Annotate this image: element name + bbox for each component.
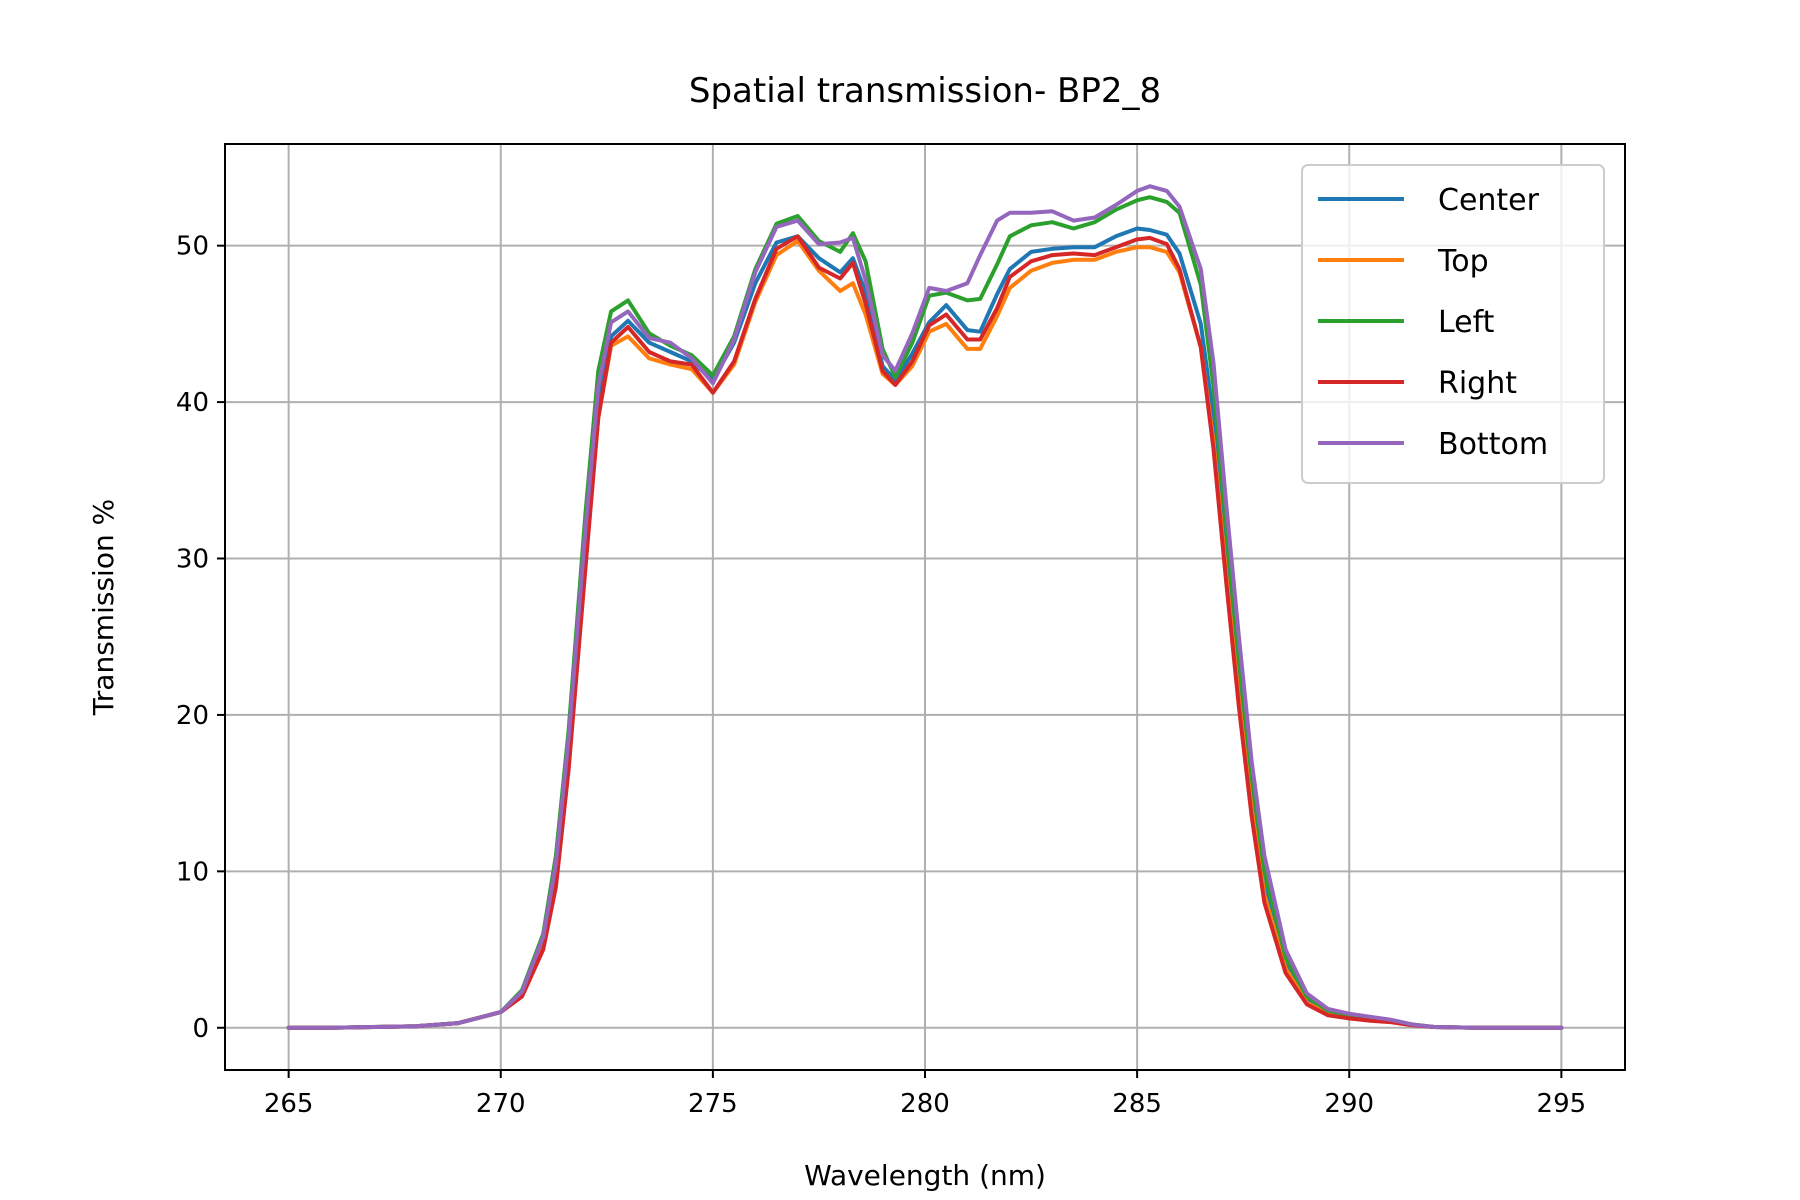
- x-tick-label: 275: [688, 1089, 738, 1119]
- x-tick-label: 295: [1537, 1089, 1587, 1119]
- series-line-right: [286, 234, 1564, 1030]
- y-tick-label: 30: [176, 545, 209, 575]
- legend-label: Left: [1438, 305, 1495, 340]
- y-tick-label: 20: [176, 701, 209, 731]
- y-tick-label: 10: [176, 857, 209, 887]
- y-tick-label: 0: [192, 1014, 209, 1044]
- y-tick-label: 50: [176, 232, 209, 262]
- x-axis-label: Wavelength (nm): [804, 1159, 1046, 1192]
- chart-title: Spatial transmission- BP2_8: [689, 71, 1161, 111]
- legend-label: Center: [1438, 183, 1540, 218]
- legend-label: Bottom: [1438, 427, 1548, 462]
- series-layer: [286, 184, 1564, 1030]
- x-tick-label: 265: [264, 1089, 314, 1119]
- x-tick-label: 280: [900, 1089, 950, 1119]
- legend: Center Top Left Right Bottom: [1301, 164, 1605, 484]
- legend-label: Right: [1438, 366, 1517, 401]
- x-tick-label: 290: [1324, 1089, 1374, 1119]
- series-line-bottom: [286, 184, 1564, 1030]
- x-axis: 265 270 275 280 285 290 295: [264, 1070, 1586, 1119]
- x-tick-label: 285: [1112, 1089, 1162, 1119]
- y-axis: 0 10 20 30 40 50: [176, 232, 225, 1044]
- legend-box: [1301, 164, 1605, 484]
- x-tick-label: 270: [476, 1089, 526, 1119]
- y-axis-label: Transmission %: [87, 499, 120, 716]
- grid: [225, 144, 1625, 1070]
- y-tick-label: 40: [176, 388, 209, 418]
- legend-label: Top: [1437, 244, 1489, 279]
